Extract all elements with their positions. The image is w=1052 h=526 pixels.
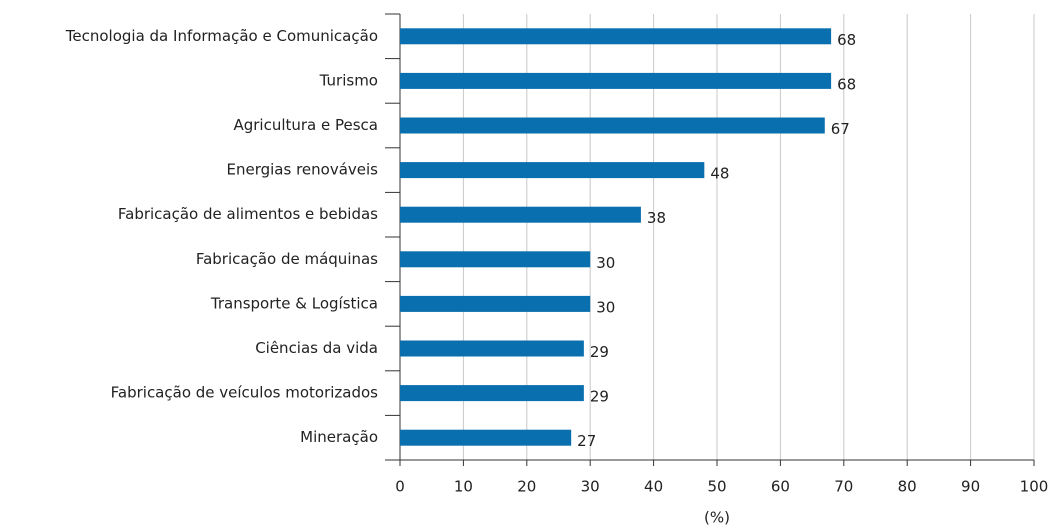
bar [400, 429, 572, 446]
bar [400, 385, 584, 402]
y-tick-label: Fabricação de alimentos e bebidas [118, 205, 378, 223]
x-tick-label: 70 [834, 478, 853, 496]
bar [400, 117, 825, 134]
bar [400, 340, 584, 357]
value-label: 27 [577, 432, 596, 450]
y-tick-label: Turismo [319, 71, 378, 89]
y-tick-label: Agricultura e Pesca [233, 116, 378, 134]
bar [400, 28, 832, 45]
y-tick-label: Fabricação de máquinas [196, 250, 378, 268]
x-tick-label: 50 [707, 478, 726, 496]
bar [400, 162, 705, 179]
y-tick-label: Transporte & Logística [210, 294, 378, 312]
x-tick-label: 90 [961, 478, 980, 496]
value-label: 38 [647, 209, 666, 227]
bar [400, 295, 591, 312]
x-axis-label: (%) [704, 509, 730, 526]
y-tick-label: Fabricação de veículos motorizados [111, 384, 379, 402]
bar [400, 206, 641, 223]
x-tick-label: 60 [771, 478, 790, 496]
y-tick-label: Mineração [300, 428, 378, 446]
value-label: 29 [590, 343, 609, 361]
x-tick-label: 30 [581, 478, 600, 496]
value-label: 67 [831, 120, 850, 138]
x-tick-label: 40 [644, 478, 663, 496]
x-tick-label: 80 [898, 478, 917, 496]
value-label: 48 [710, 165, 729, 183]
value-label: 68 [837, 31, 856, 49]
y-tick-label: Ciências da vida [255, 339, 378, 357]
value-label: 30 [596, 254, 615, 272]
y-tick-label: Tecnologia da Informação e Comunicação [65, 27, 378, 45]
bar [400, 251, 591, 268]
x-tick-label: 0 [395, 478, 405, 496]
x-tick-label: 100 [1020, 478, 1049, 496]
bar [400, 72, 832, 89]
y-tick-label: Energias renováveis [227, 161, 379, 179]
value-label: 29 [590, 388, 609, 406]
x-tick-label: 20 [517, 478, 536, 496]
value-label: 30 [596, 298, 615, 316]
x-tick-label: 10 [454, 478, 473, 496]
value-label: 68 [837, 75, 856, 93]
